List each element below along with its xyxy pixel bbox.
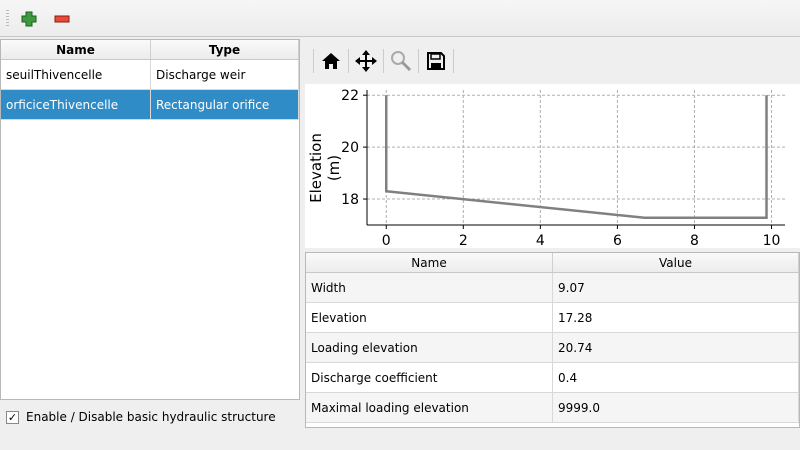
table-header: Name Type xyxy=(1,40,299,60)
checkbox-label: Enable / Disable basic hydraulic structu… xyxy=(26,410,276,424)
table-header: Name Value xyxy=(306,253,799,273)
property-name: Elevation xyxy=(306,303,553,332)
pan-button[interactable] xyxy=(349,44,383,78)
y-axis-label: Elevation (m) xyxy=(307,133,343,203)
x-tick-label: 10 xyxy=(763,233,781,248)
separator xyxy=(453,49,454,73)
property-value[interactable]: 17.28 xyxy=(553,303,799,332)
property-value[interactable]: 20.74 xyxy=(553,333,799,362)
table-row[interactable]: Elevation 17.28 xyxy=(306,303,799,333)
chart-svg: 0 2 4 6 8 10 18 20 22 xyxy=(341,88,785,249)
property-name: Maximal loading elevation xyxy=(306,393,553,422)
plot-toolbar xyxy=(305,40,800,82)
separator xyxy=(418,49,419,73)
column-header-value[interactable]: Value xyxy=(553,253,799,272)
save-icon xyxy=(427,52,445,70)
column-header-name[interactable]: Name xyxy=(306,253,553,272)
zoom-button[interactable] xyxy=(384,44,418,78)
properties-table: Name Value Width 9.07 Elevation 17.28 Loadin… xyxy=(305,252,800,428)
home-button[interactable] xyxy=(314,44,348,78)
checkbox-check-icon[interactable]: ✓ xyxy=(6,410,19,424)
separator xyxy=(383,49,384,73)
enable-structure-checkbox[interactable]: ✓ Enable / Disable basic hydraulic struc… xyxy=(6,410,276,424)
add-structure-button[interactable] xyxy=(17,7,41,31)
x-tick-label: 0 xyxy=(382,233,391,248)
structure-name: orficiceThivencelle xyxy=(1,90,151,119)
column-header-type[interactable]: Type xyxy=(151,40,299,59)
toolbar-grip[interactable] xyxy=(6,10,9,28)
table-row[interactable]: Width 9.07 xyxy=(306,273,799,303)
property-value[interactable]: 9.07 xyxy=(553,273,799,302)
remove-structure-button[interactable] xyxy=(50,7,74,31)
structure-type: Rectangular orifice xyxy=(151,90,299,119)
move-icon xyxy=(355,50,377,72)
separator xyxy=(313,49,314,73)
table-row-selected[interactable]: orficiceThivencelle Rectangular orifice xyxy=(1,90,299,120)
x-tick-label: 4 xyxy=(536,233,545,248)
property-name: Width xyxy=(306,273,553,302)
y-tick-label: 18 xyxy=(341,192,359,208)
structure-type: Discharge weir xyxy=(151,60,299,89)
separator xyxy=(348,49,349,73)
property-name: Discharge coefficient xyxy=(306,363,553,392)
elevation-profile-line xyxy=(385,95,768,219)
property-value[interactable]: 0.4 xyxy=(553,363,799,392)
home-icon xyxy=(322,53,340,69)
table-row[interactable]: Loading elevation 20.74 xyxy=(306,333,799,363)
property-name: Loading elevation xyxy=(306,333,553,362)
table-row[interactable]: Discharge coefficient 0.4 xyxy=(306,363,799,393)
structures-table: Name Type seuilThivencelle Discharge wei… xyxy=(0,39,300,400)
table-row[interactable]: seuilThivencelle Discharge weir xyxy=(1,60,299,90)
structure-name: seuilThivencelle xyxy=(1,60,151,89)
property-value[interactable]: 9999.0 xyxy=(553,393,799,422)
column-header-name[interactable]: Name xyxy=(1,40,151,59)
x-tick-label: 6 xyxy=(613,233,622,248)
x-tick-label: 8 xyxy=(690,233,699,248)
x-tick-label: 2 xyxy=(459,233,468,248)
plus-icon xyxy=(21,11,37,27)
zoom-icon xyxy=(391,51,412,72)
save-button[interactable] xyxy=(419,44,453,78)
y-tick-label: 22 xyxy=(341,88,359,104)
y-tick-label: 20 xyxy=(341,140,359,156)
minus-icon xyxy=(54,15,70,23)
elevation-chart: 0 2 4 6 8 10 18 20 22 Elevation (m) xyxy=(305,84,800,249)
table-row[interactable]: Maximal loading elevation 9999.0 xyxy=(306,393,799,423)
main-toolbar xyxy=(0,0,800,37)
